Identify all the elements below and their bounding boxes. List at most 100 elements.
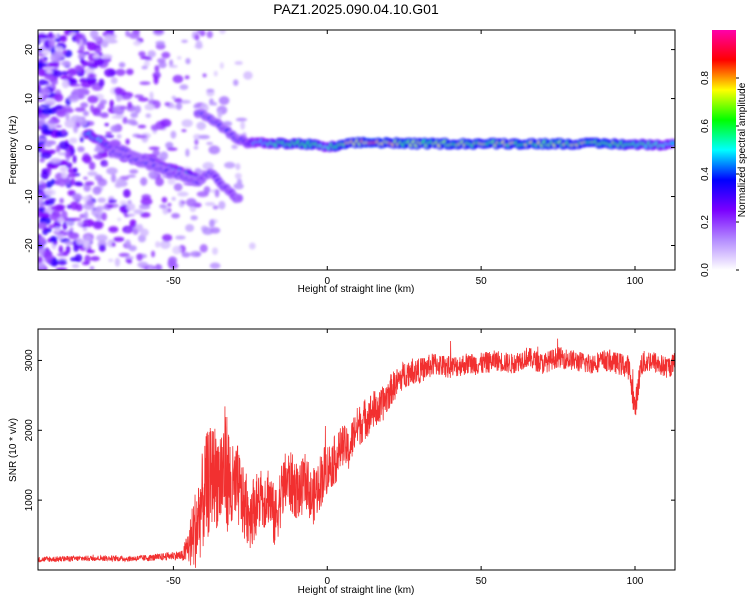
noise-blob [58, 141, 69, 150]
noise-blob [45, 166, 52, 172]
noise-blob [38, 84, 41, 91]
ridges [82, 108, 675, 204]
noise-blob [139, 81, 151, 85]
colorbar: 0.0 0.2 0.4 0.6 0.8 Normalized spectral ampl… [700, 30, 748, 277]
colorbar-ticks: 0.0 0.2 0.4 0.6 0.8 [700, 71, 739, 277]
noise-blob [154, 264, 163, 270]
noise-blob [126, 174, 137, 178]
noise-blob [206, 30, 213, 39]
noise-blob [140, 212, 151, 218]
noise-blob [77, 88, 90, 95]
noise-blob [50, 53, 58, 63]
y-tick-label: -10 [24, 189, 35, 204]
noise-blob [76, 34, 81, 44]
noise-blob [40, 143, 45, 152]
noise-blob [72, 193, 82, 202]
noise-blob [38, 185, 46, 190]
noise-blob [159, 204, 167, 209]
noise-blob [59, 166, 68, 172]
noise-blob [196, 121, 207, 130]
noise-blob [43, 143, 52, 147]
noise-blob [83, 51, 90, 55]
noise-blob [71, 263, 80, 269]
noise-blob [104, 123, 109, 127]
noise-blob [42, 34, 49, 39]
noise-blob [146, 265, 154, 270]
noise-blob [126, 203, 136, 211]
noise-blob [161, 51, 171, 59]
noise-blob [210, 227, 221, 234]
noise-blob [57, 217, 65, 223]
noise-blob [155, 40, 166, 46]
noise-blob [172, 74, 184, 84]
noise-blob [108, 226, 119, 233]
noise-blob [74, 183, 84, 187]
noise-blob [181, 129, 187, 133]
noise-blob [202, 73, 207, 78]
noise-blob [48, 39, 56, 48]
noise-blob [74, 107, 86, 112]
noise-blob [73, 167, 78, 173]
spectrogram-frame [37, 29, 676, 271]
noise-blob [206, 141, 214, 146]
noise-blob [167, 258, 176, 268]
noise-blob [97, 177, 105, 182]
noise-blob [195, 40, 203, 50]
noise-blob [85, 41, 92, 46]
noise-blob [65, 245, 71, 254]
snr-x-label: Height of straight line (km) [298, 585, 415, 596]
noise-blob [158, 61, 167, 69]
noise-blob [194, 138, 199, 146]
noise-blob [217, 110, 223, 119]
noise-blob [111, 242, 116, 247]
noise-blob [224, 161, 236, 169]
colorbar-tick-label: 0.8 [700, 71, 711, 85]
noise-blob [90, 256, 100, 262]
noise-blob [87, 79, 96, 85]
noise-blob [166, 147, 178, 151]
noise-blob [233, 79, 239, 86]
noise-blob [234, 172, 242, 180]
noise-blob [114, 87, 123, 95]
noise-blob [66, 220, 75, 225]
snr-line [38, 338, 675, 568]
noise-blob [133, 209, 144, 215]
noise-blob [59, 34, 68, 43]
noise-blob [199, 244, 208, 253]
noise-blob [43, 227, 49, 231]
noise-blob [122, 95, 132, 100]
noise-blob [137, 124, 147, 129]
ridge-mark [669, 141, 675, 146]
noise-blob [97, 103, 105, 110]
noise-blob [60, 60, 71, 67]
noise-blob [54, 46, 64, 51]
y-tick-label: 20 [24, 44, 35, 56]
noise-blob [55, 124, 62, 128]
colorbar-tick-label: 0.4 [700, 167, 711, 181]
noise-blob [125, 138, 130, 145]
noise-blob [140, 228, 149, 237]
noise-blob [235, 117, 248, 122]
noise-blob [190, 251, 202, 258]
noise-blob [69, 137, 78, 144]
noise-blob [203, 186, 211, 194]
noise-blob [61, 79, 70, 89]
noise-blob [88, 161, 96, 171]
noise-blob [98, 78, 105, 87]
noise-blob [151, 250, 156, 258]
noise-blob [89, 30, 99, 39]
noise-blob [109, 99, 114, 108]
noise-blob [65, 176, 71, 185]
noise-blob [69, 227, 74, 232]
noise-blob [193, 104, 200, 109]
noise-blob [134, 94, 144, 99]
noise-blob [218, 96, 230, 105]
noise-blob [104, 134, 115, 138]
noise-blob [68, 78, 78, 86]
snr-series [38, 338, 675, 568]
noise-blob [169, 59, 174, 67]
noise-blob [140, 177, 148, 186]
noise-blob [147, 50, 156, 58]
noise-blob [219, 30, 226, 35]
